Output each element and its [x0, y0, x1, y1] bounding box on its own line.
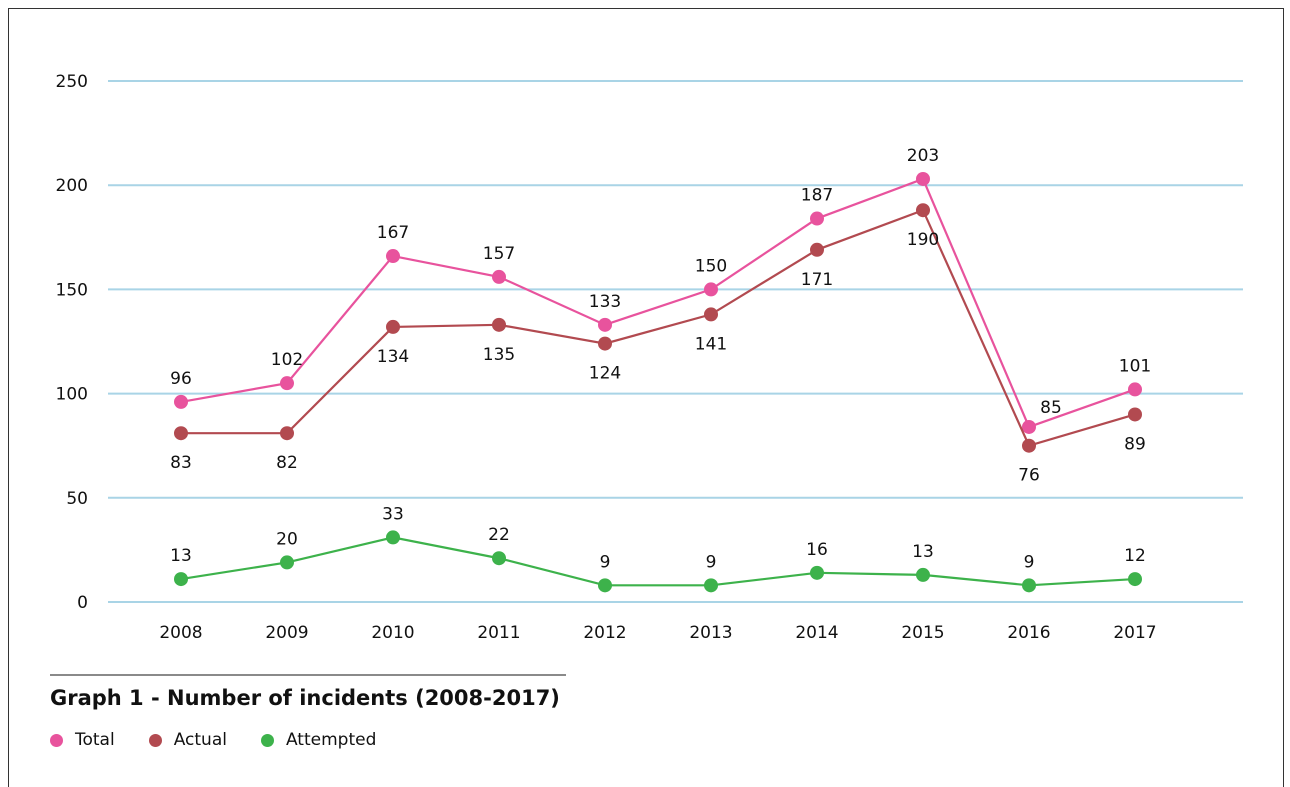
data-point-attempted [916, 567, 930, 582]
data-point-attempted [598, 578, 612, 593]
data-point-attempted [810, 565, 824, 580]
data-label-actual: 171 [801, 270, 833, 290]
data-label-actual: 82 [276, 453, 298, 473]
data-label-attempted: 9 [706, 552, 717, 572]
data-point-attempted [1128, 572, 1142, 587]
data-point-total [810, 211, 824, 226]
y-tick-label: 0 [77, 593, 88, 613]
data-label-actual: 134 [377, 347, 409, 367]
data-point-actual [280, 426, 294, 441]
x-tick-label: 2014 [795, 623, 838, 643]
data-point-total [598, 317, 612, 332]
y-tick-label: 200 [56, 176, 88, 196]
data-label-attempted: 33 [382, 504, 404, 524]
data-label-actual: 141 [695, 334, 727, 354]
legend-item-attempted: Attempted [260, 730, 377, 750]
data-point-total [704, 282, 718, 297]
data-point-total [492, 269, 506, 284]
x-tick-label: 2017 [1113, 623, 1156, 643]
data-point-attempted [704, 578, 718, 593]
data-point-total [174, 394, 188, 409]
data-point-total [1022, 419, 1036, 434]
data-label-attempted: 16 [806, 540, 828, 560]
legend-item-actual: Actual [148, 730, 227, 750]
data-label-actual: 83 [170, 453, 192, 473]
x-tick-label: 2012 [583, 623, 626, 643]
legend-label-actual: Actual [173, 730, 227, 750]
data-label-attempted: 9 [600, 552, 611, 572]
data-label-total: 150 [695, 256, 727, 276]
legend-marker-actual [148, 733, 162, 747]
data-point-actual [704, 307, 718, 322]
data-label-attempted: 9 [1024, 552, 1035, 572]
legend-label-attempted: Attempted [285, 730, 377, 750]
data-point-actual [1128, 407, 1142, 422]
x-tick-label: 2008 [159, 623, 202, 643]
data-point-total [1128, 382, 1142, 397]
x-tick-label: 2015 [901, 623, 944, 643]
data-label-attempted: 13 [912, 542, 934, 562]
data-point-actual [598, 336, 612, 351]
data-point-attempted [280, 555, 294, 570]
data-point-actual [916, 203, 930, 218]
chart-title: Graph 1 - Number of incidents (2008-2017… [50, 686, 560, 710]
data-label-actual: 135 [483, 345, 515, 365]
legend: Total Actual Attempted [50, 730, 410, 750]
data-label-total: 96 [170, 369, 192, 389]
x-tick-label: 2016 [1007, 623, 1050, 643]
legend-label-total: Total [75, 730, 115, 750]
data-label-actual: 124 [589, 364, 621, 384]
legend-item-total: Total [50, 730, 115, 750]
x-tick-label: 2010 [371, 623, 414, 643]
data-label-total: 85 [1040, 398, 1062, 418]
chart-frame [8, 8, 1284, 787]
data-point-attempted [1022, 578, 1036, 593]
caption-rule [50, 674, 566, 676]
data-label-actual: 190 [907, 230, 939, 250]
x-tick-label: 2011 [477, 623, 520, 643]
data-point-attempted [492, 551, 506, 566]
data-label-total: 133 [589, 292, 621, 312]
legend-marker-total [50, 733, 63, 747]
legend-marker-attempted [260, 733, 274, 747]
data-point-actual [1022, 438, 1036, 453]
data-point-total [916, 171, 930, 186]
series-line-total [180, 177, 1136, 429]
data-label-total: 157 [483, 244, 515, 264]
data-point-actual [386, 319, 400, 334]
data-label-total: 167 [377, 223, 409, 243]
data-point-attempted [174, 572, 188, 587]
data-label-attempted: 20 [276, 529, 298, 549]
data-label-attempted: 13 [170, 546, 192, 566]
data-label-attempted: 12 [1124, 546, 1146, 566]
data-point-actual [492, 317, 506, 332]
data-label-actual: 89 [1124, 434, 1146, 454]
x-tick-label: 2013 [689, 623, 732, 643]
x-tick-label: 2009 [265, 623, 308, 643]
data-label-total: 187 [801, 186, 833, 206]
y-tick-label: 100 [56, 385, 88, 405]
data-label-actual: 76 [1018, 466, 1040, 486]
data-point-actual [810, 242, 824, 257]
data-point-actual [174, 426, 188, 441]
y-tick-label: 150 [56, 280, 88, 300]
y-tick-label: 250 [56, 72, 88, 92]
y-tick-label: 50 [66, 489, 88, 509]
data-label-total: 102 [271, 350, 303, 370]
data-label-total: 203 [907, 146, 939, 166]
series-line-attempted [180, 536, 1136, 587]
data-point-attempted [386, 530, 400, 545]
data-label-attempted: 22 [488, 525, 510, 545]
series-line-actual [181, 208, 1136, 448]
data-label-total: 101 [1119, 356, 1151, 376]
data-point-total [386, 249, 400, 264]
data-point-total [280, 376, 294, 391]
